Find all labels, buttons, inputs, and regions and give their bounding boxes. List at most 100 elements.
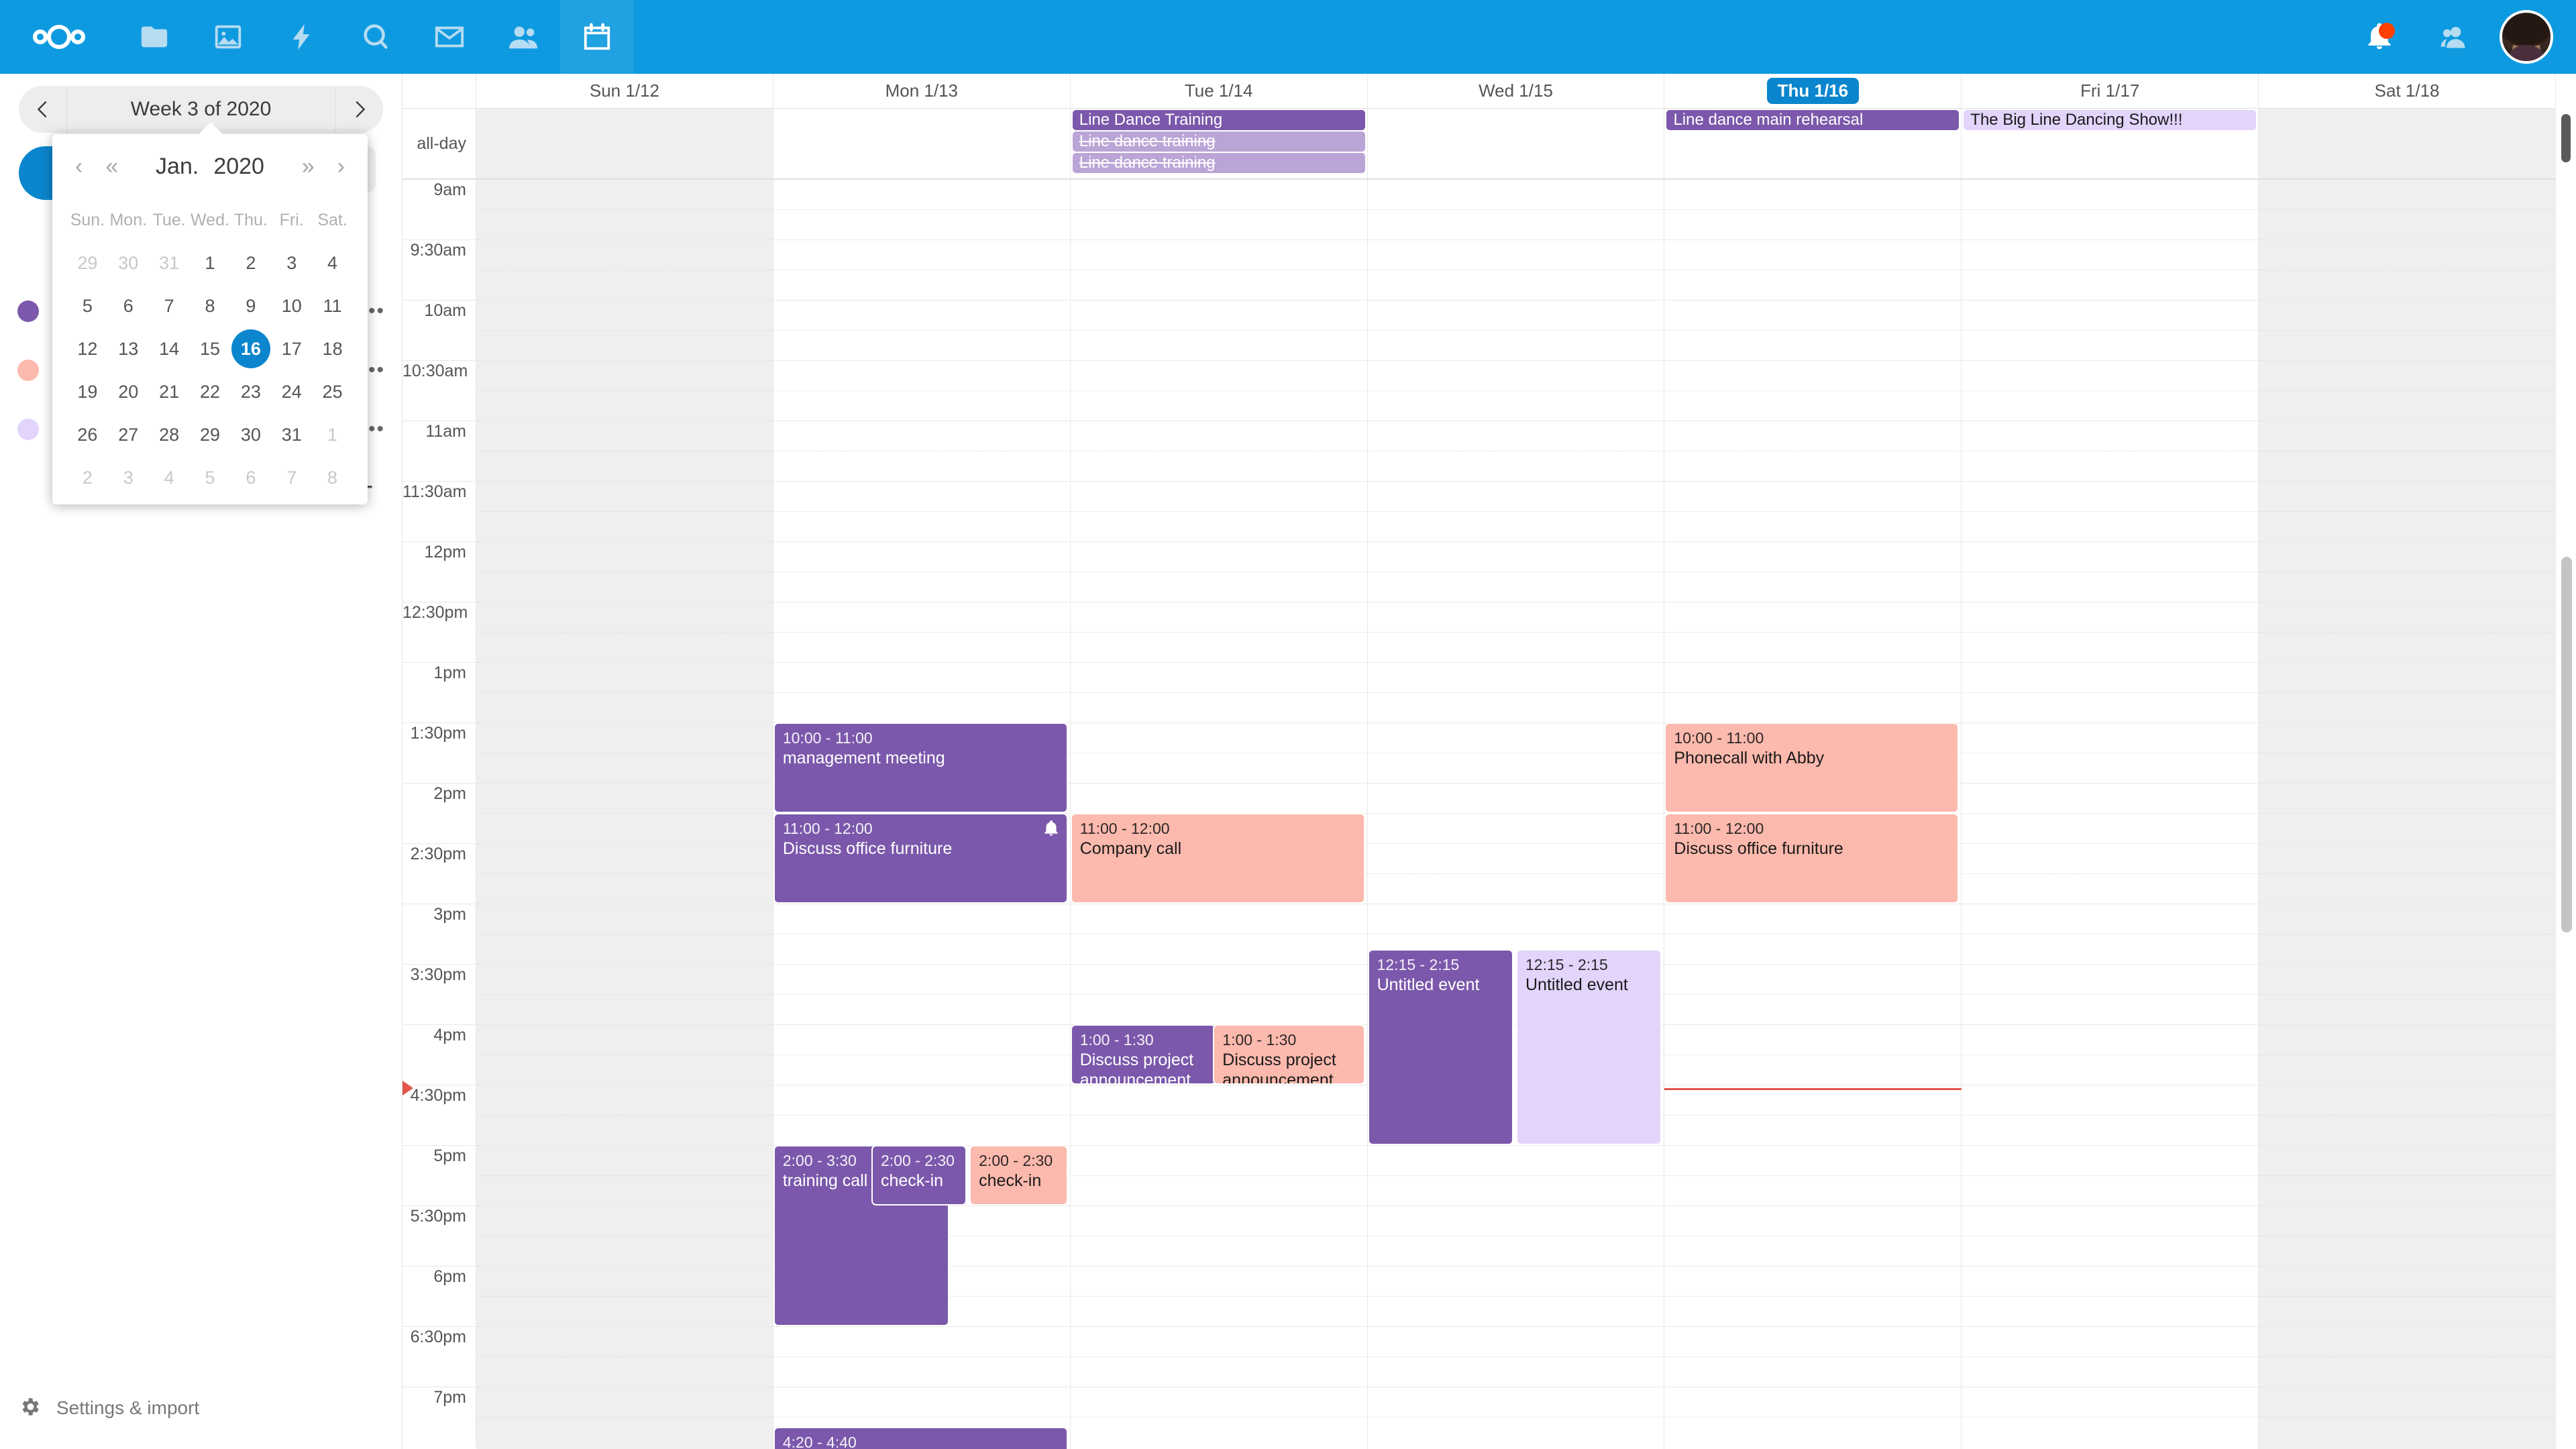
calendar-event[interactable]: 11:00 - 12:00 Discuss office furniture bbox=[1664, 813, 1960, 904]
date-picker-day[interactable]: 29 bbox=[199, 425, 221, 445]
day-header-0[interactable]: Sun 1/12 bbox=[476, 74, 773, 108]
date-picker-day[interactable]: 3 bbox=[123, 468, 133, 488]
settings-and-import-button[interactable]: Settings & import bbox=[0, 1385, 402, 1432]
day-column-3[interactable] bbox=[1368, 179, 1665, 1449]
next-month-button[interactable]: › bbox=[337, 153, 345, 179]
nextcloud-logo-icon[interactable] bbox=[0, 0, 117, 74]
date-picker-day[interactable]: 4 bbox=[327, 253, 338, 273]
day-header-4[interactable]: Thu 1/16 bbox=[1664, 74, 1962, 108]
date-picker-year[interactable]: 2020 bbox=[213, 153, 264, 179]
all-day-cell-3[interactable] bbox=[1368, 109, 1665, 178]
all-day-event[interactable]: Line dance training bbox=[1072, 131, 1365, 152]
week-title[interactable]: Week 3 of 2020 bbox=[130, 98, 272, 120]
contacts-icon[interactable] bbox=[486, 0, 560, 74]
contacts-menu-icon[interactable] bbox=[2416, 0, 2490, 74]
date-picker-day[interactable]: 11 bbox=[323, 296, 342, 316]
date-picker-day[interactable]: 20 bbox=[118, 382, 139, 402]
all-day-cell-1[interactable] bbox=[773, 109, 1071, 178]
folder-icon[interactable] bbox=[117, 0, 191, 74]
date-picker-day[interactable]: 30 bbox=[240, 425, 261, 445]
calendar-event[interactable]: 10:00 - 11:00 Phonecall with Abby bbox=[1664, 722, 1960, 813]
next-week-button[interactable] bbox=[335, 86, 383, 133]
date-picker-day[interactable]: 1 bbox=[205, 253, 215, 273]
date-picker-day[interactable]: 5 bbox=[82, 296, 93, 316]
all-day-event[interactable]: The Big Line Dancing Show!!! bbox=[1964, 110, 2257, 130]
calendar-icon[interactable] bbox=[560, 0, 634, 74]
date-picker-day[interactable]: 1 bbox=[327, 425, 338, 445]
date-picker-day[interactable]: 7 bbox=[164, 296, 174, 316]
date-picker-day[interactable]: 26 bbox=[77, 425, 98, 445]
date-picker-day[interactable]: 4 bbox=[164, 468, 174, 488]
bell-icon[interactable] bbox=[2343, 0, 2416, 74]
date-picker-day[interactable]: 27 bbox=[118, 425, 139, 445]
date-picker-day[interactable]: 2 bbox=[246, 253, 256, 273]
calendar-event[interactable]: 12:15 - 2:15 Untitled event bbox=[1367, 949, 1513, 1145]
calendar-event[interactable]: 12:15 - 2:15 Untitled event bbox=[1516, 949, 1662, 1145]
calendar-event[interactable]: 11:00 - 12:00 Company call bbox=[1070, 813, 1365, 904]
all-day-event[interactable]: Line dance main rehearsal bbox=[1666, 110, 1960, 130]
date-picker-day-selected[interactable]: 16 bbox=[230, 327, 271, 370]
date-picker-day[interactable]: 23 bbox=[240, 382, 261, 402]
date-picker-day[interactable]: 28 bbox=[159, 425, 180, 445]
calendar-event[interactable]: 11:00 - 12:00 Discuss office furniture bbox=[773, 813, 1068, 904]
date-picker-day[interactable]: 6 bbox=[123, 296, 133, 316]
all-day-cell-4[interactable]: Line dance main rehearsal bbox=[1664, 109, 1962, 178]
all-day-cell-6[interactable] bbox=[2259, 109, 2557, 178]
date-picker-day[interactable]: 12 bbox=[77, 339, 98, 359]
day-column-1[interactable] bbox=[773, 179, 1071, 1449]
day-header-1[interactable]: Mon 1/13 bbox=[773, 74, 1071, 108]
calendar-event[interactable]: 10:00 - 11:00 management meeting bbox=[773, 722, 1068, 813]
sidebar-scrollbar[interactable] bbox=[2561, 114, 2571, 162]
previous-week-button[interactable] bbox=[19, 86, 67, 133]
day-header-6[interactable]: Sat 1/18 bbox=[2259, 74, 2557, 108]
calendar-event[interactable]: 1:00 - 1:30 Discuss project announcement bbox=[1213, 1024, 1365, 1085]
all-day-event[interactable]: Line Dance Training bbox=[1072, 110, 1365, 130]
all-day-cell-0[interactable] bbox=[476, 109, 773, 178]
date-picker-day[interactable]: 21 bbox=[159, 382, 180, 402]
date-picker-day[interactable]: 9 bbox=[246, 296, 256, 316]
date-picker-month[interactable]: Jan. bbox=[156, 153, 199, 179]
all-day-cell-2[interactable]: Line Dance Training Line dance training Li… bbox=[1071, 109, 1368, 178]
date-picker-day[interactable]: 8 bbox=[327, 468, 338, 488]
date-picker-day[interactable]: 24 bbox=[281, 382, 302, 402]
date-picker-day[interactable]: 3 bbox=[286, 253, 297, 273]
date-picker-day[interactable]: 18 bbox=[322, 339, 343, 359]
date-picker-day[interactable]: 14 bbox=[159, 339, 180, 359]
date-picker-day[interactable]: 19 bbox=[77, 382, 98, 402]
vertical-scrollbar[interactable] bbox=[2561, 557, 2572, 932]
day-header-2[interactable]: Tue 1/14 bbox=[1071, 74, 1368, 108]
day-column-4[interactable] bbox=[1664, 179, 1962, 1449]
calendar-event[interactable]: 1:00 - 1:30 Discuss project announcement bbox=[1070, 1024, 1217, 1085]
day-header-5[interactable]: Fri 1/17 bbox=[1962, 74, 2259, 108]
date-picker-day[interactable]: 25 bbox=[322, 382, 343, 402]
date-picker-day[interactable]: 31 bbox=[159, 253, 180, 273]
date-picker-day[interactable]: 30 bbox=[118, 253, 139, 273]
previous-year-button[interactable]: « bbox=[105, 153, 119, 179]
day-column-2[interactable] bbox=[1071, 179, 1368, 1449]
avatar[interactable] bbox=[2500, 10, 2553, 64]
calendar-event[interactable]: 2:00 - 2:30 check-in bbox=[969, 1145, 1068, 1205]
date-picker-day[interactable]: 22 bbox=[199, 382, 221, 402]
date-picker-day[interactable]: 29 bbox=[77, 253, 98, 273]
magnifier-icon[interactable] bbox=[339, 0, 413, 74]
date-picker-day[interactable]: 13 bbox=[118, 339, 139, 359]
all-day-event[interactable]: Line dance training bbox=[1072, 153, 1365, 173]
date-picker-day[interactable]: 17 bbox=[281, 339, 302, 359]
envelope-icon[interactable] bbox=[413, 0, 486, 74]
day-column-5[interactable] bbox=[1962, 179, 2259, 1449]
date-picker-day[interactable]: 31 bbox=[281, 425, 302, 445]
calendar-event[interactable]: 2:00 - 2:30 check-in bbox=[871, 1145, 967, 1205]
all-day-cell-5[interactable]: The Big Line Dancing Show!!! bbox=[1962, 109, 2259, 178]
picture-icon[interactable] bbox=[191, 0, 265, 74]
next-year-button[interactable]: » bbox=[301, 153, 315, 179]
day-header-3[interactable]: Wed 1/15 bbox=[1368, 74, 1665, 108]
date-picker-day[interactable]: 5 bbox=[205, 468, 215, 488]
lightning-icon[interactable] bbox=[265, 0, 339, 74]
date-picker-day[interactable]: 10 bbox=[281, 296, 302, 316]
time-grid-scroll[interactable]: 9am 9:30am 10am 10:30am 11am 11:30am 12pm 12:30… bbox=[402, 179, 2576, 1449]
date-picker-day[interactable]: 15 bbox=[199, 339, 221, 359]
date-picker-day[interactable]: 6 bbox=[246, 468, 256, 488]
previous-month-button[interactable]: ‹ bbox=[75, 153, 83, 179]
date-picker-day[interactable]: 7 bbox=[286, 468, 297, 488]
calendar-event[interactable]: 4:20 - 4:40purchasing dept conversation bbox=[773, 1426, 1068, 1449]
